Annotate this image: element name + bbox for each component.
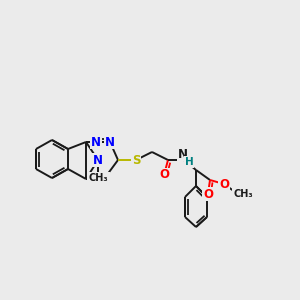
Text: H: H <box>184 157 194 167</box>
Text: N: N <box>105 136 115 148</box>
Text: O: O <box>219 178 229 190</box>
Text: O: O <box>159 169 169 182</box>
Text: S: S <box>132 154 140 166</box>
Text: N: N <box>99 172 109 185</box>
Text: O: O <box>203 188 213 200</box>
Text: N: N <box>93 154 103 166</box>
Text: N: N <box>178 148 188 160</box>
Text: N: N <box>91 136 101 148</box>
Text: CH₃: CH₃ <box>233 189 253 199</box>
Text: CH₃: CH₃ <box>88 173 108 183</box>
